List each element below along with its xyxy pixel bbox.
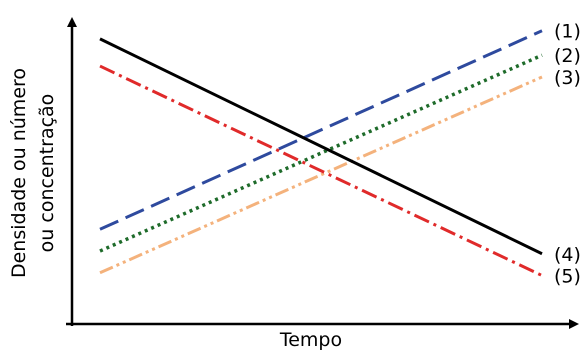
series-line-5 (99, 64, 543, 277)
x-axis-label: Tempo (279, 329, 342, 351)
y-axis-label-line-2: ou concentração (36, 94, 58, 253)
series-label-2: (2) (554, 45, 581, 67)
series-line-4 (99, 37, 543, 256)
series-tags: (1)(2)(3) (4)(5) (554, 21, 581, 288)
axes (66, 17, 579, 329)
series-label-3: (3) (554, 67, 581, 89)
series-label-5: (5) (554, 266, 581, 288)
series-line-1 (99, 29, 543, 231)
series-label-1: (1) (554, 21, 581, 43)
y-axis-label-line-1: Densidade ou número (8, 68, 30, 278)
series-label-4: (4) (554, 244, 581, 266)
series-layer (99, 29, 543, 277)
series-line-3 (99, 75, 543, 275)
